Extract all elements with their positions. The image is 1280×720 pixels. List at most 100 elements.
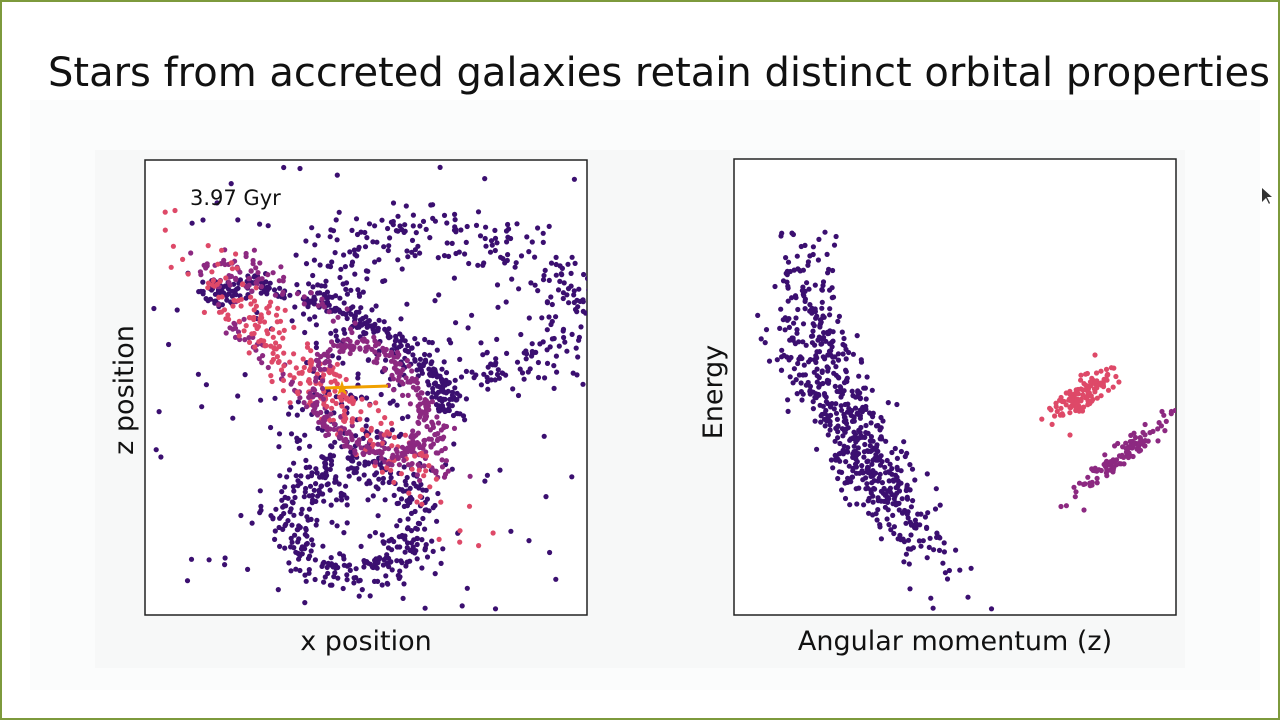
star-particle — [361, 336, 367, 342]
star-particle — [302, 600, 308, 606]
star-particle — [322, 475, 328, 481]
star-particle — [819, 305, 825, 311]
star-particle — [242, 337, 248, 343]
star-particle — [298, 480, 304, 486]
star-particle — [457, 539, 463, 545]
star-particle — [477, 233, 484, 239]
star-particle — [314, 470, 320, 476]
star-particle — [270, 270, 276, 276]
star-particle — [831, 242, 838, 248]
star-particle — [774, 357, 780, 363]
star-particle — [295, 550, 301, 556]
star-particle — [322, 460, 328, 466]
star-particle — [330, 318, 336, 324]
star-particle — [885, 400, 891, 406]
star-particle — [1168, 411, 1174, 417]
star-particle — [891, 524, 898, 530]
star-particle — [442, 382, 448, 388]
star-particle — [391, 479, 397, 485]
star-particle — [299, 544, 305, 550]
star-particle — [200, 217, 206, 223]
star-particle — [523, 356, 529, 362]
star-particle — [904, 484, 910, 490]
star-particle — [354, 339, 361, 345]
star-particle — [343, 436, 349, 442]
star-particle — [370, 239, 376, 245]
star-particle — [277, 473, 283, 479]
star-particle — [422, 357, 429, 363]
star-particle — [356, 593, 362, 599]
star-particle — [315, 290, 321, 296]
star-particle — [374, 356, 380, 362]
star-particle — [265, 364, 271, 371]
star-particle — [514, 359, 521, 365]
star-particle — [335, 343, 341, 349]
star-particle — [755, 312, 761, 318]
star-particle — [841, 335, 847, 342]
star-particle — [830, 465, 836, 471]
star-particle — [889, 449, 895, 456]
plot-frame — [733, 158, 1177, 616]
star-particle — [256, 356, 262, 362]
star-particle — [488, 238, 495, 244]
star-particle — [434, 414, 440, 420]
star-particle — [422, 545, 428, 551]
star-particle — [271, 287, 278, 293]
star-particle — [330, 228, 337, 234]
star-particle — [816, 375, 822, 381]
star-particle — [518, 331, 524, 338]
star-particle — [362, 244, 369, 250]
star-particle — [801, 362, 807, 368]
star-particle — [156, 409, 162, 415]
star-particle — [564, 348, 570, 354]
star-particle — [838, 403, 844, 409]
star-particle — [259, 360, 265, 366]
star-particle — [379, 449, 385, 455]
star-particle — [1130, 453, 1136, 460]
star-particle — [349, 419, 355, 425]
star-particle — [184, 578, 191, 584]
star-particle — [354, 324, 360, 330]
star-particle — [236, 318, 242, 324]
star-particle — [810, 251, 816, 258]
star-particle — [251, 298, 258, 304]
star-particle — [478, 382, 484, 388]
star-particle — [384, 465, 390, 471]
star-particle — [415, 462, 421, 468]
star-particle — [258, 507, 264, 513]
star-particle — [430, 505, 436, 511]
star-particle — [406, 490, 412, 496]
star-particle — [341, 556, 347, 562]
star-particle — [337, 295, 343, 301]
star-particle — [861, 449, 868, 455]
star-particle — [364, 432, 370, 439]
star-particle — [400, 392, 406, 398]
star-particle — [372, 459, 379, 465]
star-particle — [389, 427, 395, 433]
star-particle — [908, 532, 914, 538]
star-particle — [319, 301, 325, 307]
star-particle — [427, 427, 433, 433]
star-particle — [301, 294, 307, 300]
star-particle — [318, 354, 324, 360]
star-particle — [254, 325, 260, 332]
star-particle — [884, 457, 890, 464]
star-particle — [576, 286, 582, 292]
star-particle — [390, 398, 396, 404]
star-particle — [571, 288, 577, 294]
star-particle — [802, 242, 808, 248]
star-particle — [1078, 372, 1084, 378]
star-particle — [420, 515, 426, 522]
star-particle — [292, 304, 298, 310]
star-particle — [426, 508, 432, 514]
star-particle — [341, 300, 347, 306]
star-particle — [321, 579, 327, 585]
star-particle — [845, 475, 851, 481]
star-particle — [796, 356, 802, 362]
star-particle — [315, 233, 321, 239]
star-particle — [274, 319, 280, 325]
star-particle — [894, 455, 901, 461]
star-particle — [386, 538, 392, 544]
star-particle — [341, 252, 347, 258]
star-particle — [347, 444, 353, 451]
